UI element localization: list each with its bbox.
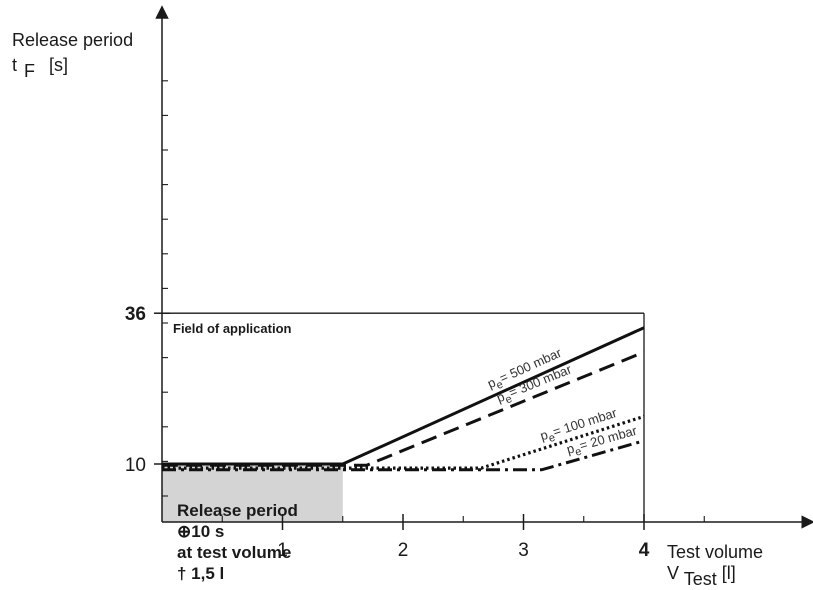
shaded-region-line: ⊕10 s — [177, 522, 224, 541]
x-axis-symbol-subscript: Test — [684, 569, 717, 589]
x-axis-symbol: V Test [l] — [667, 563, 736, 589]
series-line-1 — [162, 350, 645, 467]
x-tick-label: 3 — [518, 540, 529, 561]
series-label-subscript: e — [504, 393, 514, 406]
y-tick-label: 10 — [125, 455, 146, 476]
series-line-3 — [162, 439, 645, 472]
series-label-subscript: e — [547, 432, 556, 445]
y-axis-unit: [s] — [49, 55, 68, 75]
x-tick-label: 4 — [639, 540, 650, 561]
series-label-main: p — [565, 440, 576, 456]
field-of-application-label: Field of application — [173, 321, 292, 336]
y-axis-symbol-main: t — [12, 55, 17, 75]
x-axis-title: Test volume — [667, 542, 763, 562]
shaded-region — [162, 464, 343, 522]
series-label-subscript: e — [574, 445, 583, 458]
y-axis-symbol: t F [s] — [12, 55, 68, 81]
tick-labels: 1 2 3 4 10 36 — [125, 304, 650, 561]
x-tick-label: 1 — [277, 540, 288, 561]
shaded-region-line: † 1,5 l — [177, 564, 224, 583]
shaded-region-line: Release period — [177, 501, 298, 520]
x-tick-label: 2 — [398, 540, 409, 561]
minor-tick-marks — [162, 80, 705, 522]
x-axis-unit: [l] — [722, 563, 736, 583]
x-axis-symbol-main: V — [667, 563, 679, 583]
series-label-subscript: e — [495, 379, 506, 392]
y-tick-label: 36 — [125, 304, 146, 325]
series-line-2 — [162, 414, 645, 470]
shaded-region-text: Release period ⊕10 s at test volume † 1,5 l — [177, 501, 298, 583]
y-axis-symbol-subscript: F — [24, 61, 35, 81]
y-axis-title: Release period — [12, 30, 133, 50]
shaded-region-line: at test volume — [177, 543, 291, 562]
series-label-main: p — [538, 427, 549, 443]
